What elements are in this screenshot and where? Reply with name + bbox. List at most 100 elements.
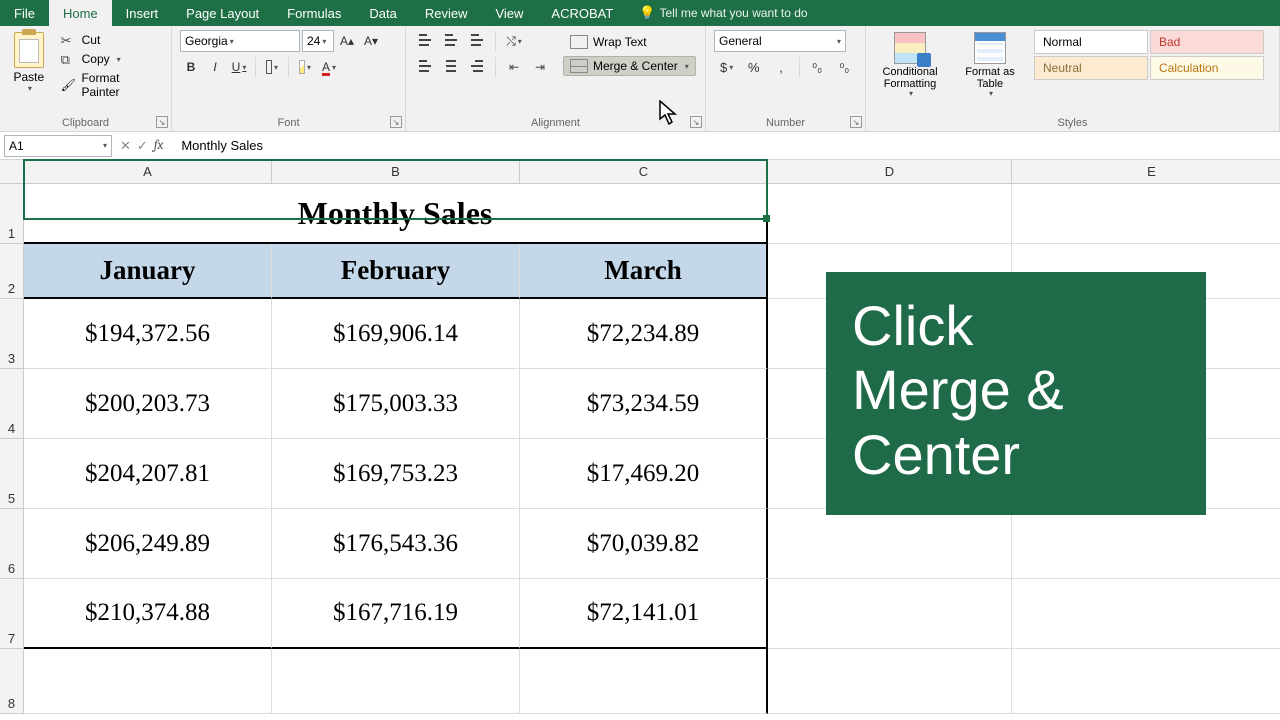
- cell[interactable]: $175,003.33: [272, 369, 520, 439]
- cell[interactable]: [768, 649, 1012, 714]
- borders-button[interactable]: ▾: [261, 56, 283, 78]
- accounting-format-button[interactable]: $▾: [714, 56, 739, 78]
- cell[interactable]: $204,207.81: [24, 439, 272, 509]
- conditional-formatting-button[interactable]: Conditional Formatting▾: [874, 30, 946, 101]
- cell[interactable]: $73,234.59: [520, 369, 768, 439]
- name-box[interactable]: A1▾: [4, 135, 112, 157]
- row-header-7[interactable]: 7: [0, 579, 24, 649]
- tab-home[interactable]: Home: [49, 0, 112, 26]
- cell[interactable]: [1012, 509, 1280, 579]
- style-normal[interactable]: Normal: [1034, 30, 1148, 54]
- cut-button[interactable]: Cut: [58, 32, 163, 48]
- fx-icon[interactable]: fx: [154, 138, 164, 153]
- cell[interactable]: [24, 649, 272, 714]
- cell[interactable]: $169,906.14: [272, 299, 520, 369]
- cell[interactable]: [272, 649, 520, 714]
- increase-font-button[interactable]: A▴: [336, 30, 358, 52]
- row-header-6[interactable]: 6: [0, 509, 24, 579]
- align-center-button[interactable]: [440, 56, 462, 78]
- cell[interactable]: [768, 509, 1012, 579]
- cell-styles-gallery[interactable]: Normal Bad Neutral Calculation: [1034, 30, 1264, 101]
- tab-page-layout[interactable]: Page Layout: [172, 0, 273, 26]
- align-bottom-button[interactable]: [466, 30, 488, 52]
- tab-data[interactable]: Data: [355, 0, 410, 26]
- cell[interactable]: [1012, 184, 1280, 244]
- format-as-table-button[interactable]: Format as Table▾: [954, 30, 1026, 101]
- select-all-corner[interactable]: [0, 160, 24, 184]
- column-headers[interactable]: ABCDE: [24, 160, 1280, 184]
- row-header-5[interactable]: 5: [0, 439, 24, 509]
- style-neutral[interactable]: Neutral: [1034, 56, 1148, 80]
- cell[interactable]: January: [24, 244, 272, 299]
- font-size-select[interactable]: 24▾: [302, 30, 334, 52]
- copy-button[interactable]: Copy▾: [58, 51, 163, 67]
- column-header-e[interactable]: E: [1012, 160, 1280, 184]
- cell[interactable]: $169,753.23: [272, 439, 520, 509]
- cell[interactable]: $210,374.88: [24, 579, 272, 649]
- cell[interactable]: March: [520, 244, 768, 299]
- increase-decimal-button[interactable]: [805, 56, 830, 78]
- decrease-font-button[interactable]: A▾: [360, 30, 382, 52]
- decrease-decimal-button[interactable]: [832, 56, 857, 78]
- cell[interactable]: $167,716.19: [272, 579, 520, 649]
- tab-file[interactable]: File: [0, 0, 49, 26]
- cell[interactable]: $72,141.01: [520, 579, 768, 649]
- number-dialog-launcher[interactable]: ↘: [850, 116, 862, 128]
- percent-format-button[interactable]: %: [741, 56, 766, 78]
- align-left-button[interactable]: [414, 56, 436, 78]
- align-top-button[interactable]: [414, 30, 436, 52]
- number-format-select[interactable]: General▾: [714, 30, 846, 52]
- cell[interactable]: $200,203.73: [24, 369, 272, 439]
- tab-acrobat[interactable]: ACROBAT: [537, 0, 627, 26]
- cell[interactable]: [1012, 649, 1280, 714]
- wrap-text-button[interactable]: Wrap Text: [563, 32, 696, 52]
- alignment-dialog-launcher[interactable]: ↘: [690, 116, 702, 128]
- italic-button[interactable]: I: [204, 56, 226, 78]
- cell[interactable]: $176,543.36: [272, 509, 520, 579]
- cell[interactable]: $206,249.89: [24, 509, 272, 579]
- tell-me-search[interactable]: 💡 Tell me what you want to do: [627, 0, 819, 26]
- enter-formula-button[interactable]: ✓: [137, 138, 148, 154]
- row-header-4[interactable]: 4: [0, 369, 24, 439]
- font-dialog-launcher[interactable]: ↘: [390, 116, 402, 128]
- formula-input[interactable]: [177, 135, 1280, 157]
- row-headers[interactable]: 12345678: [0, 184, 24, 714]
- row-header-3[interactable]: 3: [0, 299, 24, 369]
- cell[interactable]: [768, 579, 1012, 649]
- column-header-a[interactable]: A: [24, 160, 272, 184]
- decrease-indent-button[interactable]: [503, 56, 525, 78]
- style-calculation[interactable]: Calculation: [1150, 56, 1264, 80]
- tab-review[interactable]: Review: [411, 0, 482, 26]
- cell[interactable]: $70,039.82: [520, 509, 768, 579]
- orientation-button[interactable]: ⤭▾: [503, 30, 525, 52]
- cancel-formula-button[interactable]: ✕: [120, 138, 131, 154]
- style-bad[interactable]: Bad: [1150, 30, 1264, 54]
- increase-indent-button[interactable]: [529, 56, 551, 78]
- underline-button[interactable]: U▾: [228, 56, 250, 78]
- row-header-1[interactable]: 1: [0, 184, 24, 244]
- align-middle-button[interactable]: [440, 30, 462, 52]
- cell[interactable]: $17,469.20: [520, 439, 768, 509]
- column-header-d[interactable]: D: [768, 160, 1012, 184]
- row-header-8[interactable]: 8: [0, 649, 24, 714]
- cell[interactable]: [520, 649, 768, 714]
- tab-insert[interactable]: Insert: [112, 0, 173, 26]
- align-right-button[interactable]: [466, 56, 488, 78]
- fill-color-button[interactable]: ▾: [294, 56, 316, 78]
- column-header-b[interactable]: B: [272, 160, 520, 184]
- merged-title-cell[interactable]: Monthly Sales: [24, 184, 768, 244]
- clipboard-dialog-launcher[interactable]: ↘: [156, 116, 168, 128]
- cell[interactable]: $194,372.56: [24, 299, 272, 369]
- font-name-select[interactable]: Georgia▾: [180, 30, 300, 52]
- row-header-2[interactable]: 2: [0, 244, 24, 299]
- font-color-button[interactable]: A▾: [318, 56, 340, 78]
- cell[interactable]: [1012, 579, 1280, 649]
- column-header-c[interactable]: C: [520, 160, 768, 184]
- bold-button[interactable]: B: [180, 56, 202, 78]
- cell[interactable]: February: [272, 244, 520, 299]
- format-painter-button[interactable]: Format Painter: [58, 70, 163, 100]
- tab-formulas[interactable]: Formulas: [273, 0, 355, 26]
- cell[interactable]: [768, 184, 1012, 244]
- cell[interactable]: $72,234.89: [520, 299, 768, 369]
- merge-center-button[interactable]: Merge & Center▾: [563, 56, 696, 76]
